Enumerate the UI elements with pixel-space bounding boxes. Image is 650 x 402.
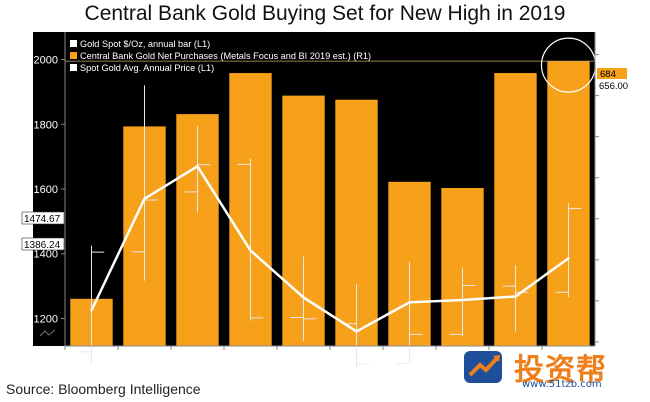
ohlc-2011 xyxy=(131,85,158,281)
left-tick-label-1800: 1800 xyxy=(34,119,58,131)
watermark: 投资帮 www.51tzb.com xyxy=(462,345,642,395)
x-tick-label-2019: 2019 xyxy=(556,359,580,371)
ohlc-2010 xyxy=(78,245,105,365)
right-tick-label-400: 400 xyxy=(603,174,620,185)
legend-label-3: Spot Gold Avg. Annual Price (L1) xyxy=(80,63,214,73)
x-tick-label-2014: 2014 xyxy=(291,359,315,371)
legend-swatch-1 xyxy=(70,40,77,47)
x-tick-label-2018: 2018 xyxy=(503,359,527,371)
avg-price-point-2018 xyxy=(514,295,517,298)
legend-swatch-3 xyxy=(70,64,77,71)
ohlc-2019 xyxy=(555,202,582,298)
x-tick-label-2010: 2010 xyxy=(79,359,103,371)
avg-price-point-2014 xyxy=(302,296,305,299)
watermark-url: www.51tzb.com xyxy=(522,379,602,390)
legend-label-1: Gold Spot $/Oz, annual bar (L1) xyxy=(80,39,210,49)
right-tick-label-100: 100 xyxy=(603,297,620,308)
left-tick-label-2000: 2000 xyxy=(34,55,58,67)
right-tick-label-600: 600 xyxy=(603,92,620,103)
left-tick-label-1600: 1600 xyxy=(34,184,58,196)
watermark-logo-icon xyxy=(464,351,502,383)
chart-title: Central Bank Gold Buying Set for New Hig… xyxy=(84,2,566,25)
avg-price-point-2015 xyxy=(355,330,358,333)
callout-right-label-1: 684 xyxy=(600,69,616,80)
callout-left-box-1 xyxy=(21,211,65,225)
ohlc-2012 xyxy=(184,125,211,213)
ohlc-2017 xyxy=(449,267,476,336)
right-tick-label-500: 500 xyxy=(603,133,620,144)
right-tick-label-300: 300 xyxy=(603,215,620,226)
avg-price-line xyxy=(90,164,570,333)
callout-left-label-2: 1386.24 xyxy=(24,240,61,251)
avg-price-point-2012 xyxy=(196,165,199,168)
callout-left-box-2 xyxy=(21,237,65,251)
left-tick-label-1400: 1400 xyxy=(34,249,58,261)
left-tick-label-1200: 1200 xyxy=(34,313,58,325)
avg-price-point-2011 xyxy=(143,197,146,200)
mini-chart-icon xyxy=(39,329,56,337)
source-note: Source: Bloomberg Intelligence xyxy=(6,381,201,397)
callout-right-label-2: 656.00 xyxy=(599,81,628,92)
avg-price-point-2013 xyxy=(249,249,252,252)
right-tick-label-700: 700 xyxy=(603,51,620,62)
legend-label-2: Central Bank Gold Net Purchases (Metals … xyxy=(80,51,371,61)
avg-price-point-2010 xyxy=(90,309,93,312)
callout-left-label-1: 1474.67 xyxy=(24,214,61,225)
x-tick-label-2015: 2015 xyxy=(344,359,368,371)
ohlc-2013 xyxy=(237,158,264,321)
avg-price-point-2017 xyxy=(461,298,464,302)
callout-right-box-1 xyxy=(597,68,627,79)
right-tick-label-0: 0 xyxy=(603,338,609,349)
right-tick-label-200: 200 xyxy=(603,256,620,267)
x-tick-label-2016: 2016 xyxy=(397,359,421,371)
avg-price-point-2019 xyxy=(567,257,570,260)
watermark-text: 投资帮 xyxy=(514,353,607,388)
callout-right-box-2 xyxy=(597,80,634,91)
x-tick-label-2013: 2013 xyxy=(238,359,262,371)
legend-swatch-2 xyxy=(70,52,77,59)
avg-price-point-2016 xyxy=(408,301,411,304)
x-tick-label-2011: 2011 xyxy=(133,359,157,371)
x-tick-label-2012: 2012 xyxy=(185,359,209,371)
